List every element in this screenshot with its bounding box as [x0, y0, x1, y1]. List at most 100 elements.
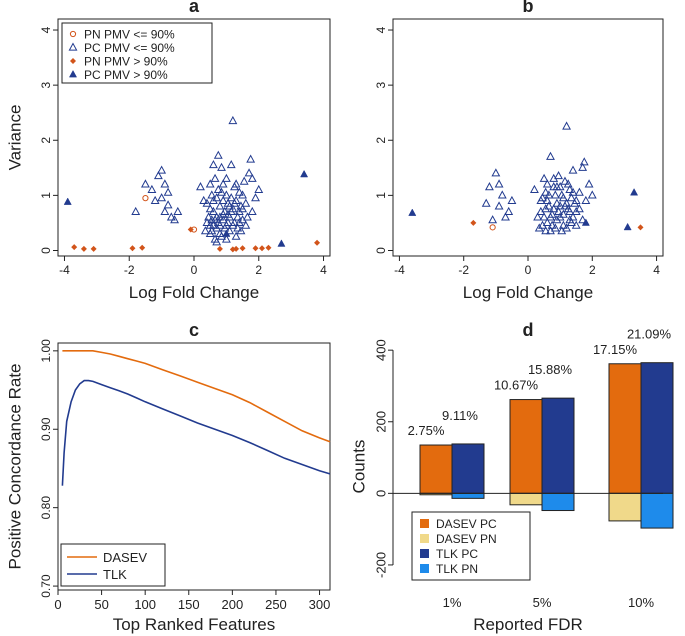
- legend-label: PN PMV > 90%: [84, 55, 168, 69]
- y-tick-label: 0.90: [39, 417, 53, 441]
- data-point: [637, 224, 644, 231]
- legend-swatch: [420, 564, 429, 573]
- data-point: [542, 217, 552, 227]
- bar-tlk-pn: [451, 492, 485, 499]
- legend-label: DASEV PC: [436, 517, 497, 531]
- panel-title: b: [523, 0, 534, 16]
- legend-marker: [70, 58, 76, 64]
- data-point: [552, 215, 562, 224]
- data-point: [571, 206, 581, 216]
- data-point: [504, 206, 514, 216]
- x-tick-label: 5%: [533, 595, 552, 610]
- data-point: [233, 245, 240, 252]
- data-point: [481, 198, 491, 207]
- data-point: [71, 244, 78, 251]
- data-point: [247, 173, 257, 182]
- x-tick-label: 0: [191, 263, 198, 277]
- data-point: [574, 187, 584, 196]
- data-point: [241, 220, 251, 229]
- data-point: [233, 212, 243, 221]
- bar-dasev-pc: [509, 399, 543, 494]
- data-point: [139, 244, 146, 251]
- data-point: [568, 165, 578, 174]
- data-point: [566, 193, 576, 202]
- data-point: [252, 245, 259, 252]
- data-point: [497, 190, 507, 199]
- data-point: [213, 150, 223, 159]
- data-point: [539, 212, 549, 221]
- bar-tlk-pn: [640, 492, 674, 529]
- data-point: [568, 212, 578, 221]
- data-point: [208, 160, 218, 169]
- data-point: [244, 168, 254, 177]
- data-point: [218, 215, 228, 224]
- data-point: [173, 206, 183, 216]
- legend-box: [411, 511, 531, 581]
- series-line-dasev: [62, 349, 331, 443]
- data-point: [555, 201, 565, 210]
- data-point: [558, 220, 568, 229]
- data-point: [587, 190, 597, 199]
- legend-box: [60, 543, 166, 587]
- data-point: [542, 179, 552, 188]
- data-point: [541, 204, 551, 213]
- data-point: [584, 179, 594, 188]
- data-point: [217, 231, 226, 240]
- data-point: [215, 212, 225, 221]
- data-point: [554, 171, 563, 180]
- data-point: [157, 165, 167, 174]
- data-point: [160, 179, 170, 188]
- data-point: [546, 226, 555, 235]
- data-point: [571, 220, 581, 229]
- x-tick-label: 2: [589, 263, 596, 277]
- legend-label: DASEV: [103, 550, 147, 565]
- bar-tlk-pc: [640, 362, 674, 494]
- x-tick-label: 250: [265, 597, 287, 612]
- data-point: [574, 204, 584, 213]
- data-point: [207, 226, 217, 235]
- panel-b-scatter: -4 -2 0 2 4 0 1 2 3 4 b Log Fold Change: [374, 0, 664, 302]
- data-point: [234, 206, 244, 216]
- data-point: [579, 157, 589, 166]
- data-point: [212, 223, 222, 232]
- data-point: [544, 190, 554, 199]
- data-point: [163, 200, 173, 209]
- data-point: [562, 121, 572, 130]
- data-point: [529, 184, 539, 193]
- data-point: [142, 195, 149, 202]
- data-point: [570, 198, 580, 207]
- legend-label: TLK: [103, 567, 127, 582]
- data-point: [550, 190, 560, 199]
- panel-title: c: [189, 320, 199, 340]
- data-point: [484, 182, 494, 191]
- data-point: [226, 193, 236, 202]
- data-point: [216, 245, 223, 252]
- legend-box: [61, 22, 213, 84]
- y-tick-label: 400: [373, 339, 388, 361]
- data-point: [204, 212, 214, 221]
- data-point: [199, 195, 209, 204]
- x-axis-label: Reported FDR: [473, 615, 583, 634]
- data-point: [226, 206, 236, 216]
- data-point: [277, 239, 286, 247]
- x-tick-label: -2: [124, 263, 135, 277]
- data-point: [223, 217, 233, 227]
- data-point: [234, 187, 244, 196]
- data-point: [200, 226, 210, 235]
- legend-marker: [68, 42, 78, 51]
- data-point: [80, 245, 87, 252]
- data-point: [230, 198, 239, 207]
- data-point: [231, 231, 241, 240]
- y-axis-label: Variance: [5, 105, 24, 171]
- x-tick-label: 100: [134, 597, 156, 612]
- data-point: [208, 195, 218, 204]
- panel-title: a: [189, 0, 200, 16]
- data-point: [541, 226, 551, 235]
- data-point: [212, 193, 222, 202]
- bar-dasev-pc: [608, 363, 642, 494]
- y-tick-label: 200: [373, 411, 388, 433]
- data-point: [196, 182, 205, 191]
- data-point: [217, 187, 226, 196]
- data-point: [202, 198, 212, 207]
